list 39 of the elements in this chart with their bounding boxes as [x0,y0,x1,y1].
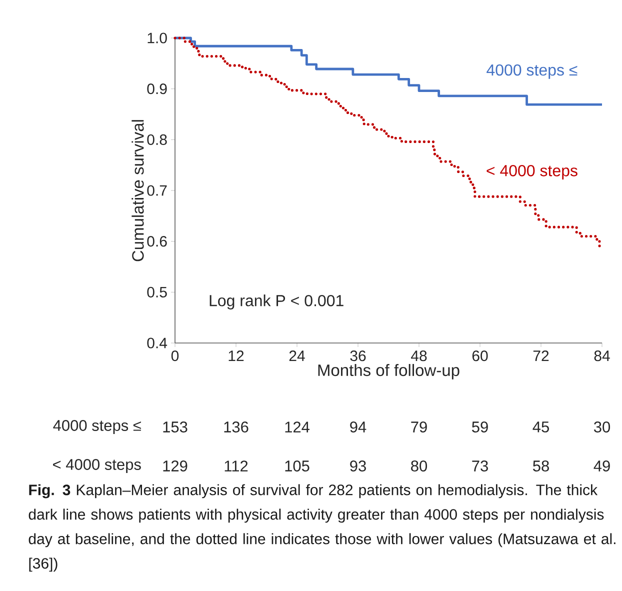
text: 94 [350,422,366,432]
text: 80 [411,460,428,472]
x-axis-title: Months of follow-up [318,364,460,380]
y-tick-label: 0.9 [147,84,167,94]
y-tick-label: 0.7 [147,185,167,196]
text: 93 [350,460,366,472]
x-tick-label: 36 [350,350,366,362]
text: 105 [285,460,310,472]
annotation: Log rank P < 0.001 [210,294,344,310]
y-tick-label: 0.4 [147,338,168,348]
x-tick-label: 12 [228,350,244,361]
text: 129 [163,460,188,472]
text: 30 [594,422,610,432]
y-tick-label: 0.6 [147,236,167,247]
series-label: < 4000 steps [486,164,578,180]
text: 124 [285,422,310,432]
text: < 4000 steps [53,458,141,474]
x-tick-label: 24 [289,350,305,361]
y-tick-label: 1.0 [148,32,167,44]
y-tick-label: 0.8 [147,134,167,145]
text: 153 [163,422,188,432]
text: Fig. 3 Kaplan–Meier analysis of survival for 282 patients on hemodialysis. The thick dark line shows patients with physical activity greater than 4000 steps per nondialysis day at baseline, and the dotted line indicates those with lower values (Matsuzawa et al. [36]) [28,484,616,572]
text: 49 [594,460,610,472]
text: 59 [472,422,488,432]
x-tick-label: 0 [171,350,179,362]
text: 58 [533,460,549,472]
x-tick-label: 60 [472,350,488,362]
text: 79 [411,422,427,432]
x-tick-label: 48 [411,350,427,362]
series-label: 4000 steps ≤ [486,64,578,79]
y-tick-label: 0.5 [147,286,167,298]
x-tick-label: 84 [594,350,610,362]
text: 73 [472,460,488,472]
text: 4000 steps ≤ [53,420,141,434]
y-axis-title: Cumulative survival [132,120,144,262]
text: 45 [532,422,549,432]
text: 112 [224,460,248,472]
x-tick-label: 72 [533,350,549,361]
text: 136 [224,422,248,432]
